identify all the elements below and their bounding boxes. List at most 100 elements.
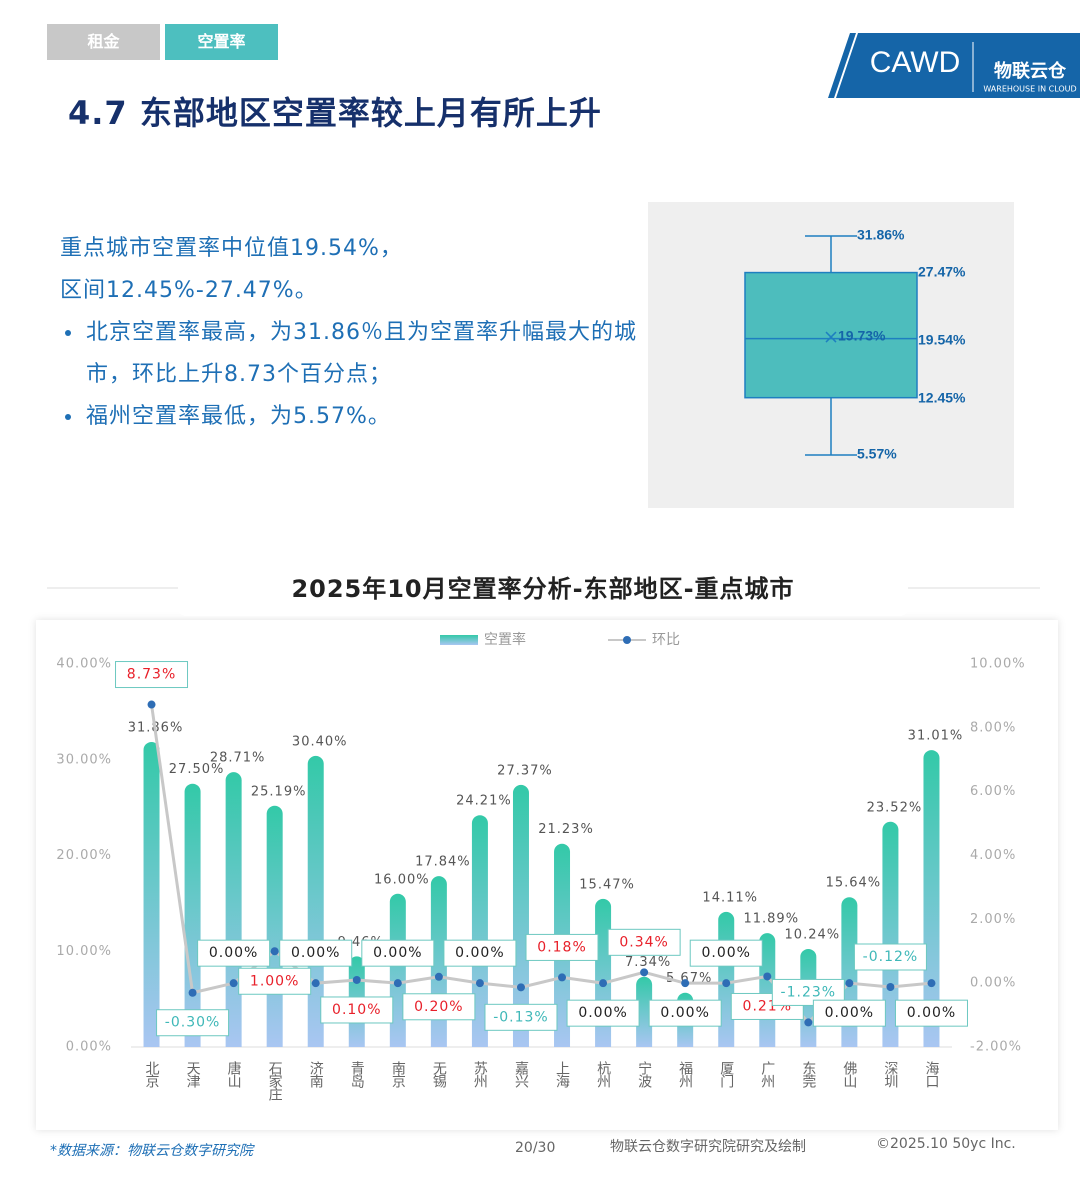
y2-tick-label: 10.00% bbox=[970, 657, 1026, 672]
bar bbox=[512, 784, 529, 1047]
line-point bbox=[475, 979, 484, 988]
bar-value-label: 30.40% bbox=[292, 734, 348, 749]
bar-value-label: 23.52% bbox=[867, 800, 923, 815]
bar-value-label: 27.50% bbox=[169, 762, 225, 777]
line-label-box bbox=[689, 939, 763, 967]
line-point bbox=[927, 979, 936, 988]
y2-tick-label: 8.00% bbox=[970, 720, 1016, 735]
bar-value-label: 15.47% bbox=[579, 877, 635, 892]
box-label: 19.73% bbox=[838, 328, 886, 344]
line-value-label: -0.12% bbox=[863, 949, 919, 965]
x-tick-label: 海口 bbox=[923, 1061, 939, 1088]
bar-value-label: 21.23% bbox=[538, 822, 594, 837]
tab[interactable]: 空置率 bbox=[165, 24, 278, 60]
bar-value-label: 25.19% bbox=[251, 784, 307, 799]
summary-list: 北京空置率最高，为31.86％且为空置率升幅最大的城市，环比上升8.73个百分点… bbox=[60, 312, 640, 438]
x-tick-label: 济南 bbox=[308, 1061, 324, 1088]
bar bbox=[225, 772, 242, 1047]
x-tick-label: 嘉兴 bbox=[513, 1061, 529, 1088]
title-pill bbox=[178, 570, 908, 616]
x-tick-label: 佛山 bbox=[841, 1061, 857, 1088]
line-value-label: 0.00% bbox=[291, 945, 340, 961]
box-label: 27.47% bbox=[918, 263, 966, 279]
tab[interactable]: 租金 bbox=[47, 24, 160, 60]
y-tick-label: 20.00% bbox=[56, 848, 112, 863]
bar-value-label: 27.37% bbox=[497, 763, 553, 778]
box-label: 19.54% bbox=[918, 331, 966, 347]
line-point bbox=[147, 700, 156, 709]
x-tick-label: 苏州 bbox=[472, 1061, 488, 1088]
bar bbox=[471, 815, 488, 1047]
line-value-label: 0.00% bbox=[660, 1005, 709, 1021]
mean-marker bbox=[825, 331, 837, 343]
line-value-label: 0.00% bbox=[701, 945, 750, 961]
line-value-label: 0.10% bbox=[332, 1002, 381, 1018]
logo-text: 物联云仓 bbox=[994, 60, 1067, 82]
line-point bbox=[229, 979, 238, 988]
line-value-label: 0.00% bbox=[455, 945, 504, 961]
line-value-label: 0.34% bbox=[619, 934, 668, 950]
bar bbox=[143, 741, 160, 1047]
credit: 物联云仓数字研究院研究及绘制 bbox=[610, 1139, 806, 1155]
bar-value-label: 17.84% bbox=[415, 855, 471, 870]
x-tick-label: 上海 bbox=[554, 1061, 570, 1088]
chart-title: 2025年10月空置率分析-东部地区-重点城市 bbox=[291, 575, 794, 603]
line-point bbox=[722, 979, 731, 988]
line-value-label: 0.00% bbox=[373, 945, 422, 961]
y2-tick-label: 4.00% bbox=[970, 848, 1016, 863]
line-point bbox=[352, 975, 361, 984]
bar bbox=[307, 755, 324, 1047]
bar-value-label: 15.64% bbox=[826, 876, 882, 891]
line-point bbox=[804, 1018, 813, 1027]
bar bbox=[923, 750, 940, 1047]
bar-value-label: 7.34% bbox=[625, 955, 671, 970]
x-tick-label: 广州 bbox=[759, 1061, 775, 1088]
line-value-label: 0.20% bbox=[414, 999, 463, 1015]
line-value-label: 0.00% bbox=[825, 1005, 874, 1021]
copyright: ©2025.10 50yc Inc. bbox=[876, 1136, 1016, 1152]
line-value-label: 1.00% bbox=[250, 973, 299, 989]
line-label-box bbox=[197, 939, 271, 967]
bar-value-label: 10.24% bbox=[785, 927, 841, 942]
line-label-box bbox=[238, 967, 312, 995]
logo-text: WAREHOUSE IN CLOUD bbox=[983, 85, 1076, 94]
y2-tick-label: -2.00% bbox=[970, 1040, 1022, 1055]
line-point bbox=[640, 968, 649, 977]
line-label-box bbox=[484, 1003, 558, 1031]
line-value-label: 8.73% bbox=[127, 667, 176, 683]
line-label-box bbox=[894, 999, 968, 1027]
line-point bbox=[845, 979, 854, 988]
bar bbox=[389, 893, 406, 1047]
line-point bbox=[558, 973, 567, 982]
line-value-label: 0.00% bbox=[578, 1005, 627, 1021]
bar bbox=[266, 805, 283, 1047]
line-label-box bbox=[320, 996, 394, 1024]
legend-label: 空置率 bbox=[484, 631, 526, 648]
legend-swatch bbox=[440, 635, 478, 645]
line-point bbox=[516, 983, 525, 992]
line-label-box bbox=[361, 939, 435, 967]
line-label-box bbox=[115, 661, 189, 689]
page-number: 20/30 bbox=[515, 1140, 556, 1156]
line-point bbox=[763, 972, 772, 981]
line-value-label: -0.13% bbox=[493, 1009, 549, 1025]
logo-stripe bbox=[828, 33, 856, 98]
line-label-box bbox=[279, 939, 353, 967]
bar bbox=[636, 976, 653, 1047]
box-label: 31.86% bbox=[857, 227, 905, 243]
x-tick-label: 东莞 bbox=[800, 1061, 816, 1089]
x-tick-label: 厦门 bbox=[718, 1061, 734, 1089]
line-label-box bbox=[648, 999, 722, 1027]
line-label-box bbox=[607, 928, 681, 956]
bar bbox=[882, 821, 899, 1047]
line-point bbox=[188, 988, 197, 997]
line-point bbox=[270, 947, 279, 956]
line-label-box bbox=[812, 999, 886, 1027]
line-value-label: -1.23% bbox=[781, 984, 837, 1000]
y-tick-label: 40.00% bbox=[56, 657, 112, 672]
bar-value-label: 31.01% bbox=[908, 729, 964, 744]
page-title: 4.7 东部地区空置率较上月有所上升 bbox=[68, 94, 602, 132]
line-value-label: 0.18% bbox=[537, 939, 586, 955]
